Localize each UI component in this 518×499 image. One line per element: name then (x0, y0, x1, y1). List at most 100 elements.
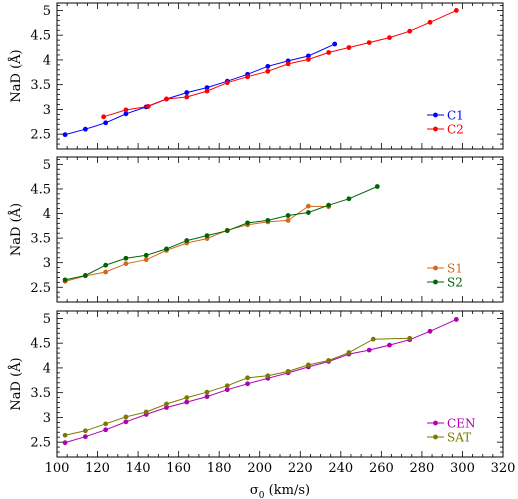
data-point-c2 (145, 104, 151, 109)
data-point-c1 (62, 132, 68, 138)
data-point-cen (103, 427, 109, 433)
data-point-cen (427, 328, 433, 334)
data-point-cen (82, 434, 88, 440)
legend-marker-cen (433, 420, 438, 426)
data-point-c2 (346, 45, 352, 50)
data-point-s2 (143, 252, 149, 258)
data-point-c2 (224, 80, 230, 86)
y-tick-label: 2.5 (30, 436, 51, 451)
y-tick-label: 5 (43, 312, 51, 327)
x-tick-label: 260 (369, 461, 394, 476)
y-tick-label: 3 (43, 411, 51, 426)
x-tick-label: 160 (166, 461, 191, 476)
data-point-c2 (123, 107, 129, 113)
x-tick-label: 200 (247, 461, 272, 476)
data-point-c1 (204, 85, 210, 91)
data-point-s1 (123, 261, 129, 267)
y-tick-label: 3 (43, 103, 51, 118)
data-point-c2 (427, 19, 433, 25)
y-tick-label: 5 (43, 158, 51, 173)
data-point-s2 (103, 262, 109, 268)
series-line-c2 (103, 9, 457, 118)
data-point-c2 (164, 96, 169, 102)
data-point-sat (245, 375, 250, 381)
data-point-s2 (224, 228, 230, 234)
data-point-cen (387, 342, 392, 348)
data-point-s2 (204, 233, 210, 239)
data-point-sat (407, 335, 413, 341)
data-point-cen (204, 394, 210, 400)
y-tick-label: 3.5 (30, 78, 51, 93)
data-point-c2 (204, 88, 210, 94)
data-point-sat (285, 368, 291, 374)
data-point-cen (453, 317, 459, 322)
x-tick-label: 280 (409, 461, 434, 476)
data-point-s2 (123, 255, 129, 261)
data-point-c2 (245, 74, 250, 80)
data-point-sat (143, 409, 149, 415)
data-point-cen (123, 419, 129, 425)
data-point-c2 (453, 8, 459, 13)
data-point-s2 (305, 210, 311, 215)
data-point-sat (184, 395, 190, 401)
series-line-s1 (64, 205, 329, 282)
y-tick-label: 3.5 (30, 386, 51, 401)
data-point-c2 (184, 94, 190, 100)
legend-label-sat: SAT (447, 430, 471, 444)
data-point-s2 (326, 202, 332, 208)
data-point-sat (224, 383, 230, 389)
x-tick-label: 220 (288, 461, 313, 476)
data-point-cen (224, 387, 230, 393)
data-point-cen (184, 399, 190, 405)
x-axis-label: σ0 (km/s) (250, 483, 310, 499)
data-point-c2 (305, 57, 311, 62)
data-point-s2 (265, 218, 271, 223)
data-point-s2 (82, 273, 88, 278)
data-point-s1 (285, 218, 291, 223)
data-point-c2 (265, 68, 271, 74)
data-point-sat (305, 362, 311, 368)
series-line-cen (64, 318, 457, 444)
series-line-c1 (64, 43, 335, 136)
data-point-sat (164, 401, 169, 407)
y-tick-label: 4 (43, 53, 51, 68)
data-point-c1 (265, 63, 271, 69)
legend-label-s1: S1 (447, 261, 463, 275)
legend-marker-c2 (433, 126, 438, 132)
data-point-s2 (164, 246, 169, 252)
data-point-c1 (82, 126, 88, 132)
series-line-s2 (64, 186, 378, 281)
legend-label-s2: S2 (447, 275, 463, 289)
x-tick-label: 100 (45, 461, 70, 476)
data-point-c2 (407, 28, 413, 34)
legend-marker-s1 (433, 265, 438, 271)
legend-label-c2: C2 (447, 122, 464, 136)
data-point-s2 (184, 238, 190, 243)
data-point-s2 (285, 213, 291, 218)
data-point-c2 (366, 40, 372, 45)
data-point-c2 (326, 50, 332, 55)
data-point-s1 (305, 203, 311, 209)
data-point-c2 (101, 114, 107, 120)
data-point-sat (370, 336, 376, 342)
data-point-c1 (332, 41, 338, 47)
y-tick-label: 3 (43, 256, 51, 271)
y-tick-label: 5 (43, 4, 51, 19)
data-point-c1 (123, 111, 129, 117)
y-tick-label: 3.5 (30, 232, 51, 247)
legend-label-c1: C1 (447, 108, 464, 122)
legend-label-cen: CEN (447, 416, 475, 430)
x-tick-label: 240 (328, 461, 353, 476)
data-point-sat (62, 432, 68, 438)
data-point-c1 (184, 90, 190, 95)
y-tick-label: 2.5 (30, 281, 51, 296)
y-tick-label: 4.5 (30, 29, 51, 44)
y-axis-label: NaD (Å) (8, 357, 24, 410)
legend-marker-sat (433, 434, 438, 440)
data-point-cen (366, 347, 372, 353)
legend-marker-c1 (433, 112, 438, 118)
data-point-s2 (374, 184, 380, 189)
